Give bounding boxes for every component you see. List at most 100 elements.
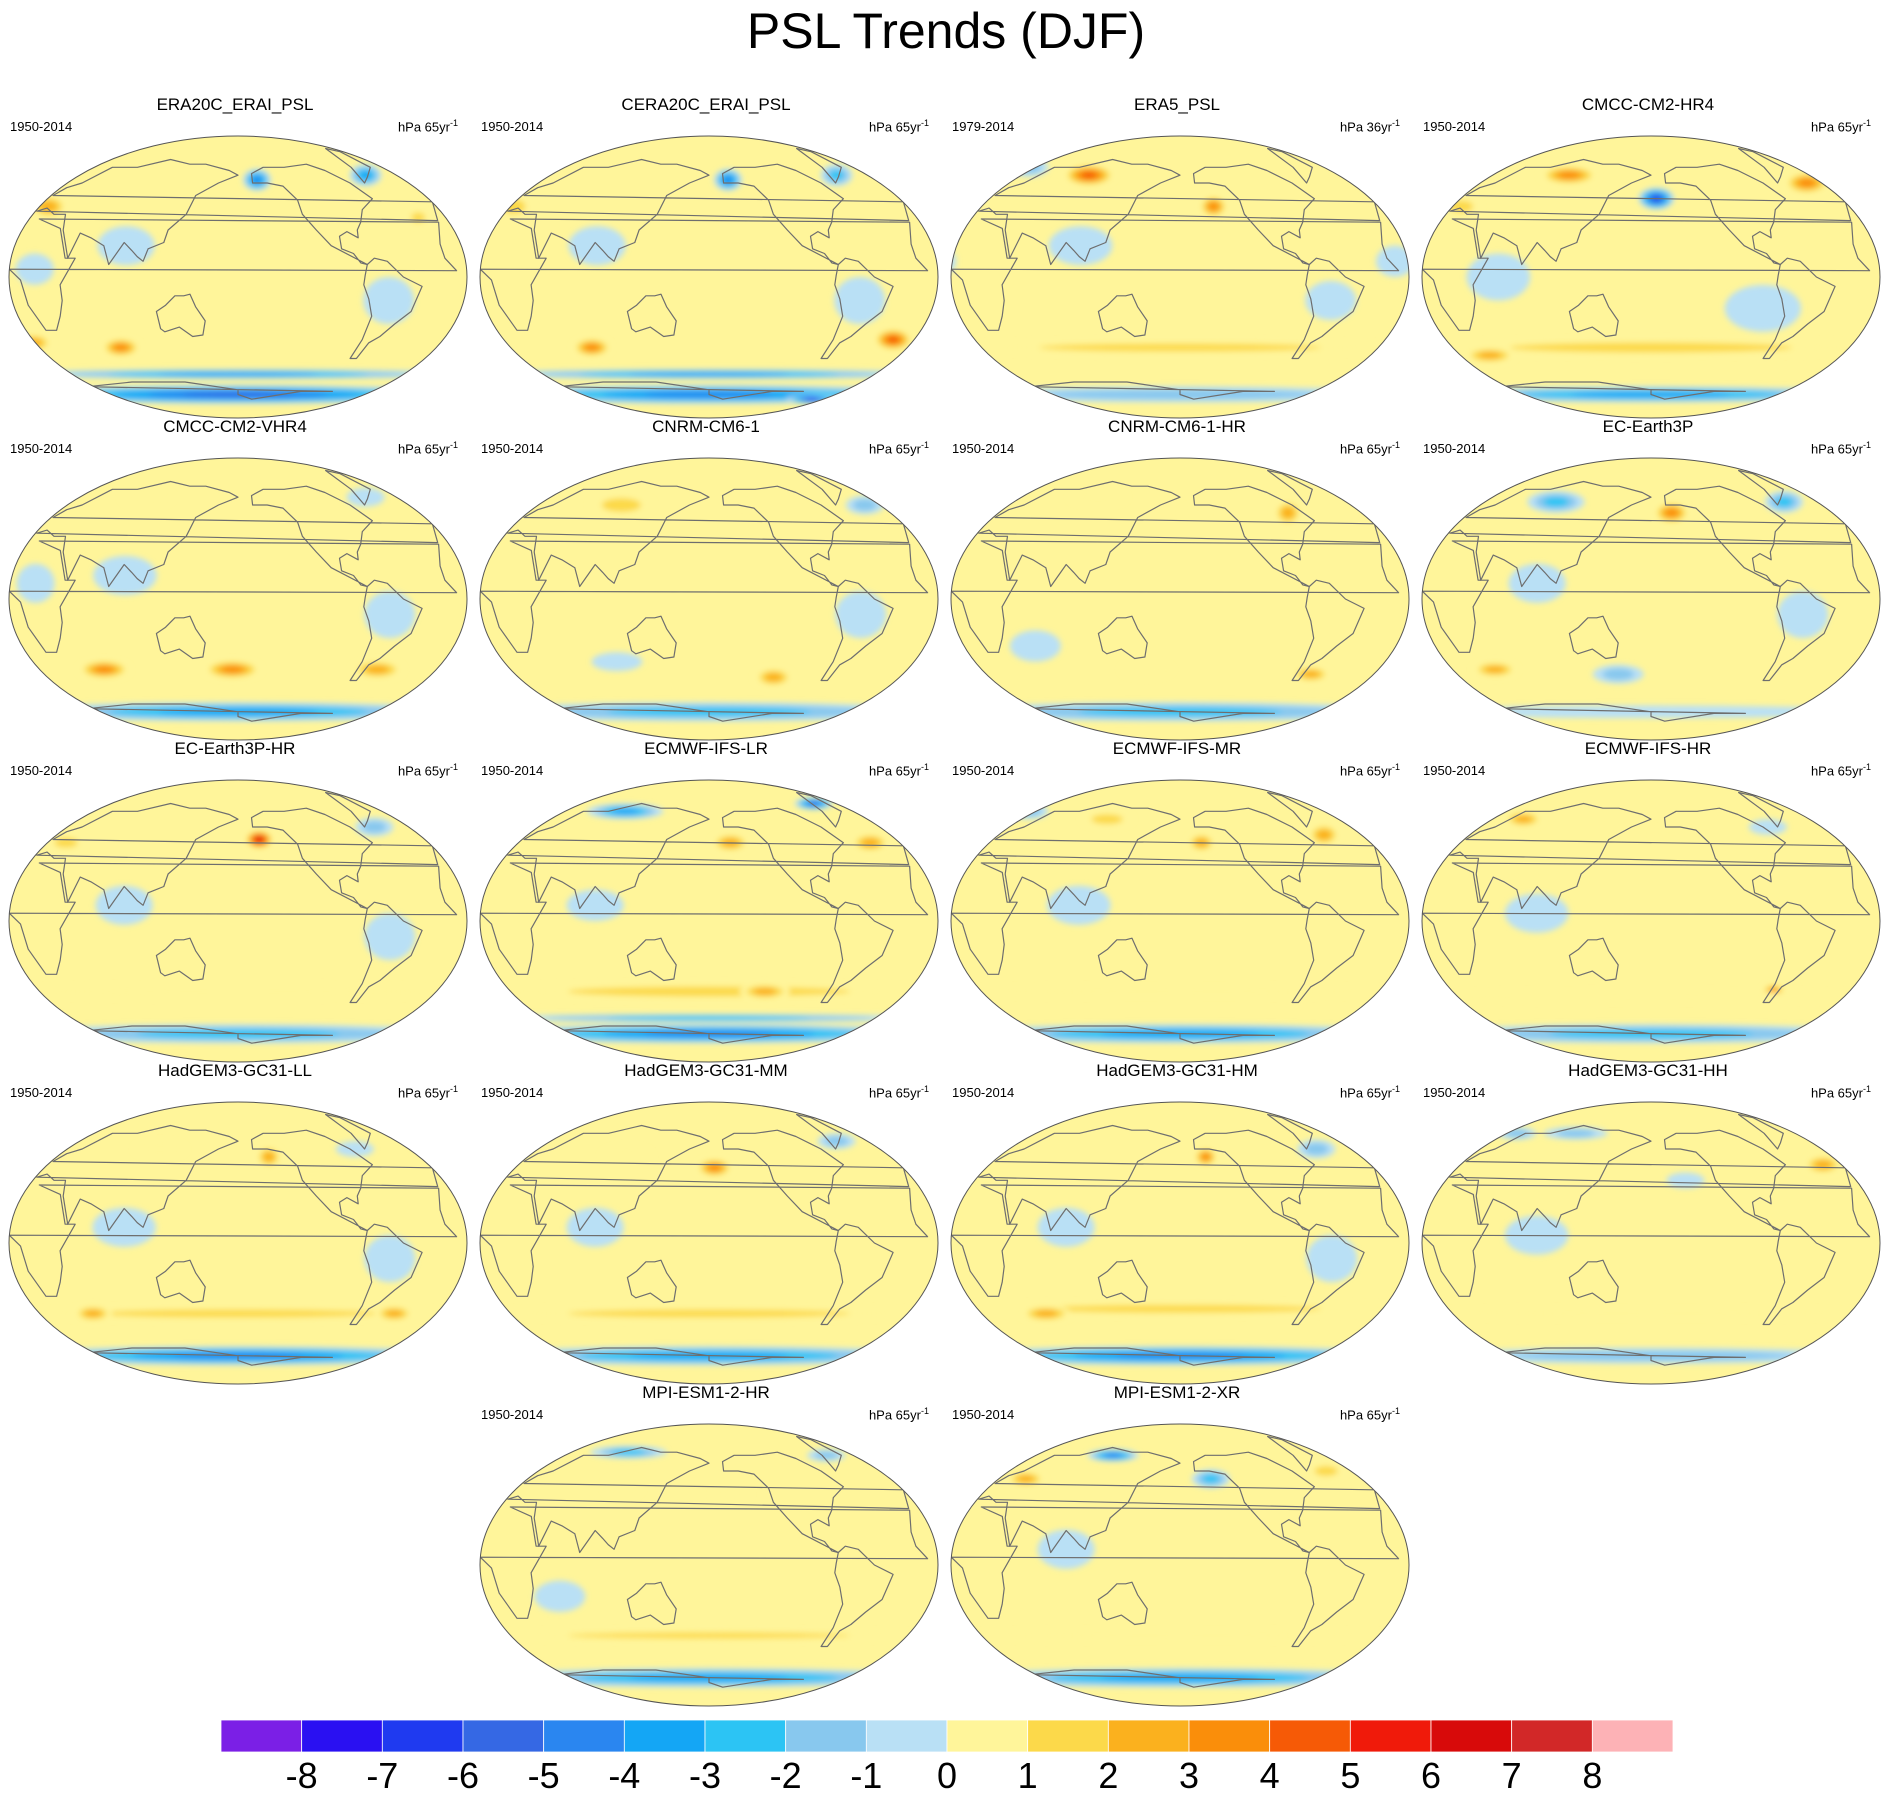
trend-contour xyxy=(1037,1529,1095,1569)
coastline xyxy=(721,1129,844,1232)
coastline xyxy=(820,1223,894,1326)
coastline xyxy=(820,579,894,682)
coastlines xyxy=(951,1435,1400,1688)
trend-contour xyxy=(1017,1475,1035,1483)
colorbar-box xyxy=(1591,1719,1674,1753)
trend-contour xyxy=(534,1580,586,1612)
map-svg xyxy=(1421,1101,1881,1385)
coastline xyxy=(86,1347,333,1366)
coastline xyxy=(626,1259,677,1304)
map-svg xyxy=(1421,779,1881,1063)
panel-units: hPa 65yr-1 xyxy=(1340,1081,1400,1101)
trend-contour xyxy=(834,277,886,324)
map-border xyxy=(950,1101,1410,1385)
trend-contour xyxy=(1034,1310,1058,1317)
coastline xyxy=(1028,1669,1275,1688)
trend-contour xyxy=(708,1164,721,1172)
panel-units-base: hPa 65yr xyxy=(1339,1085,1392,1101)
map-field xyxy=(9,458,467,740)
coastline xyxy=(1192,485,1315,588)
coastline xyxy=(1192,1129,1315,1232)
chart-title: PSL Trends (DJF) xyxy=(746,3,1146,59)
coastlines xyxy=(480,469,929,722)
panel-period: 1950-2014 xyxy=(1423,1085,1486,1100)
trend-contour xyxy=(256,837,263,842)
trend-contour xyxy=(16,563,55,603)
panel-units-exponent: -1 xyxy=(449,118,458,128)
coastline xyxy=(1291,257,1365,360)
coastline xyxy=(796,469,842,506)
panel-units: hPa 65yr-1 xyxy=(869,115,929,135)
coastline xyxy=(1028,1025,1275,1044)
trend-contour xyxy=(1508,563,1566,603)
map-svg xyxy=(950,1423,1410,1707)
trend-contour xyxy=(1665,509,1678,517)
panel-title: HadGEM3-GC31-HH xyxy=(1568,1061,1728,1080)
colorbar-tick-label: -8 xyxy=(286,1755,318,1796)
colorbar-tick-label: 8 xyxy=(1582,1755,1602,1796)
map-field xyxy=(480,780,938,1062)
panel-units-exponent: -1 xyxy=(920,762,929,772)
coastline xyxy=(325,791,371,828)
trend-contour xyxy=(835,591,887,639)
map-border xyxy=(950,779,1410,1063)
coastline xyxy=(86,381,333,400)
map-panel: CMCC-CM2-VHR4 1950-2014 hPa 65yr-1 xyxy=(0,417,470,741)
trend-contour xyxy=(806,397,818,402)
colorbar-tick-label: -5 xyxy=(528,1755,560,1796)
colorbar-box xyxy=(462,1719,545,1753)
coastline xyxy=(349,257,423,360)
trend-contour xyxy=(1484,666,1505,673)
panel-title: CMCC-CM2-HR4 xyxy=(1581,95,1715,114)
coastline xyxy=(978,802,1381,910)
map-background xyxy=(1422,458,1880,740)
coastline xyxy=(626,615,677,660)
coastline xyxy=(325,469,371,506)
panel-units: hPa 65yr-1 xyxy=(398,437,458,457)
coastline xyxy=(349,579,423,682)
trend-contour xyxy=(753,988,777,995)
panel-units-base: hPa 65yr xyxy=(1810,119,1863,135)
trend-contour xyxy=(1559,171,1579,179)
coastline xyxy=(325,147,371,184)
coastline xyxy=(1291,901,1365,1004)
coastline xyxy=(9,1184,458,1297)
trend-contour xyxy=(263,1151,275,1162)
map-panel: HadGEM3-GC31-MM 1950-2014 hPa 65yr-1 xyxy=(471,1061,941,1385)
coastline xyxy=(1422,1184,1871,1297)
panel-units-exponent: -1 xyxy=(1391,1084,1400,1094)
map-svg xyxy=(1421,135,1881,419)
coastline xyxy=(325,1113,371,1150)
panel-units: hPa 65yr-1 xyxy=(1811,1081,1871,1101)
map-field xyxy=(480,136,938,418)
trend-contour xyxy=(853,499,877,511)
coastline xyxy=(1568,937,1619,982)
coastline xyxy=(1291,1545,1365,1648)
trend-contour xyxy=(92,1207,156,1247)
trend-contour xyxy=(951,986,1409,997)
trend-contour xyxy=(601,498,641,512)
map-border xyxy=(8,1101,468,1385)
colorbar-tick-label: 4 xyxy=(1260,1755,1280,1796)
coastline xyxy=(1097,293,1148,338)
panel-title: MPI-ESM1-2-HR xyxy=(642,1383,770,1402)
map-border xyxy=(479,1423,939,1707)
trend-contour xyxy=(1105,1453,1121,1458)
panel-period: 1979-2014 xyxy=(952,119,1015,134)
map-panel: ECMWF-IFS-MR 1950-2014 hPa 65yr-1 xyxy=(942,739,1412,1063)
coastlines xyxy=(951,791,1400,1044)
map-svg xyxy=(479,1101,939,1385)
map-field xyxy=(480,1102,938,1384)
trend-contour xyxy=(9,985,467,998)
panel-units-exponent: -1 xyxy=(1862,1084,1871,1094)
panel-period: 1950-2014 xyxy=(481,763,544,778)
trend-contour xyxy=(1202,1474,1220,1484)
map-background xyxy=(480,458,938,740)
trend-contour xyxy=(1814,1160,1832,1169)
panel-units: hPa 36yr-1 xyxy=(1340,115,1400,135)
coastline xyxy=(721,807,844,910)
coastlines xyxy=(1422,1113,1871,1366)
panel-period: 1950-2014 xyxy=(481,441,544,456)
coastline xyxy=(626,937,677,982)
